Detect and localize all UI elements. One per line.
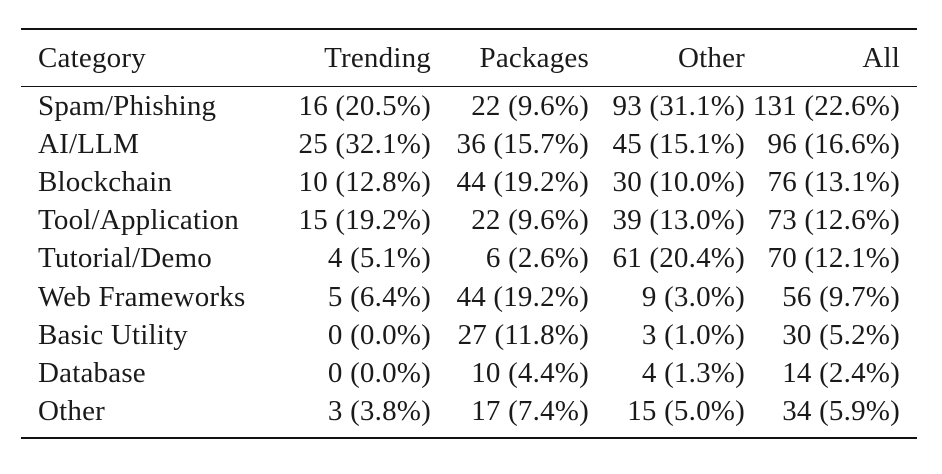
cell-packages: 22 (9.6%) [471,89,589,122]
table-row: Other 3 (3.8%) 17 (7.4%) 15 (5.0%) 34 (5… [21,393,917,437]
cell-other: 61 (20.4%) [612,242,745,275]
cell-category: Blockchain [38,165,173,198]
cell-all: 30 (5.2%) [782,318,900,351]
cell-all: 70 (12.1%) [767,242,900,275]
cell-category: Tool/Application [38,204,239,237]
cell-category: Database [38,356,146,389]
header-packages: Packages [479,41,589,74]
cell-other: 3 (1.0%) [641,318,745,351]
header-all: All [862,41,900,74]
table-top-rule [21,28,917,30]
header-category: Category [38,41,146,74]
cell-all: 96 (16.6%) [767,127,900,160]
table-row: AI/LLM 25 (32.1%) 36 (15.7%) 45 (15.1%) … [21,125,917,163]
table-row: Tool/Application 15 (19.2%) 22 (9.6%) 39… [21,202,917,240]
cell-other: 39 (13.0%) [612,204,745,237]
cell-all: 73 (12.6%) [767,204,900,237]
table-row: Spam/Phishing 16 (20.5%) 22 (9.6%) 93 (3… [21,87,917,125]
cell-category: Tutorial/Demo [38,242,212,275]
category-table: Category Trending Packages Other All Spa… [21,30,917,437]
cell-all: 56 (9.7%) [782,280,900,313]
cell-category: Basic Utility [38,318,189,351]
cell-other: 15 (5.0%) [627,395,745,428]
table-row: Blockchain 10 (12.8%) 44 (19.2%) 30 (10.… [21,163,917,201]
cell-all: 76 (13.1%) [767,165,900,198]
cell-other: 45 (15.1%) [612,127,745,160]
cell-all: 34 (5.9%) [782,395,900,428]
header-divider-rule [21,86,917,87]
cell-other: 93 (31.1%) [612,89,745,122]
cell-packages: 44 (19.2%) [456,280,589,313]
cell-all: 14 (2.4%) [782,356,900,389]
table-row: Database 0 (0.0%) 10 (4.4%) 4 (1.3%) 14 … [21,354,917,392]
cell-category: Web Frameworks [38,280,246,313]
cell-trending: 4 (5.1%) [327,242,431,275]
cell-trending: 5 (6.4%) [327,280,431,313]
table-row: Tutorial/Demo 4 (5.1%) 6 (2.6%) 61 (20.4… [21,240,917,278]
header-trending: Trending [324,41,431,74]
cell-packages: 22 (9.6%) [471,204,589,237]
data-table-container: Category Trending Packages Other All Spa… [21,28,917,439]
cell-trending: 0 (0.0%) [327,356,431,389]
table-row: Basic Utility 0 (0.0%) 27 (11.8%) 3 (1.0… [21,316,917,354]
header-row: Category Trending Packages Other All [21,30,917,86]
cell-packages: 44 (19.2%) [456,165,589,198]
cell-trending: 3 (3.8%) [327,395,431,428]
cell-category: Other [38,395,106,428]
cell-other: 30 (10.0%) [612,165,745,198]
cell-other: 9 (3.0%) [641,280,745,313]
cell-packages: 10 (4.4%) [471,356,589,389]
table-bottom-rule [21,436,917,439]
cell-packages: 36 (15.7%) [456,127,589,160]
cell-trending: 0 (0.0%) [327,318,431,351]
cell-category: AI/LLM [38,127,140,160]
cell-all: 131 (22.6%) [752,89,900,122]
cell-packages: 27 (11.8%) [457,318,589,351]
cell-other: 4 (1.3%) [641,356,745,389]
cell-trending: 25 (32.1%) [298,127,431,160]
cell-trending: 10 (12.8%) [298,165,431,198]
cell-trending: 15 (19.2%) [298,204,431,237]
header-other: Other [677,41,745,74]
cell-trending: 16 (20.5%) [298,89,431,122]
cell-packages: 17 (7.4%) [471,395,589,428]
table-row: Web Frameworks 5 (6.4%) 44 (19.2%) 9 (3.… [21,278,917,316]
cell-packages: 6 (2.6%) [485,242,589,275]
cell-category: Spam/Phishing [38,89,217,122]
